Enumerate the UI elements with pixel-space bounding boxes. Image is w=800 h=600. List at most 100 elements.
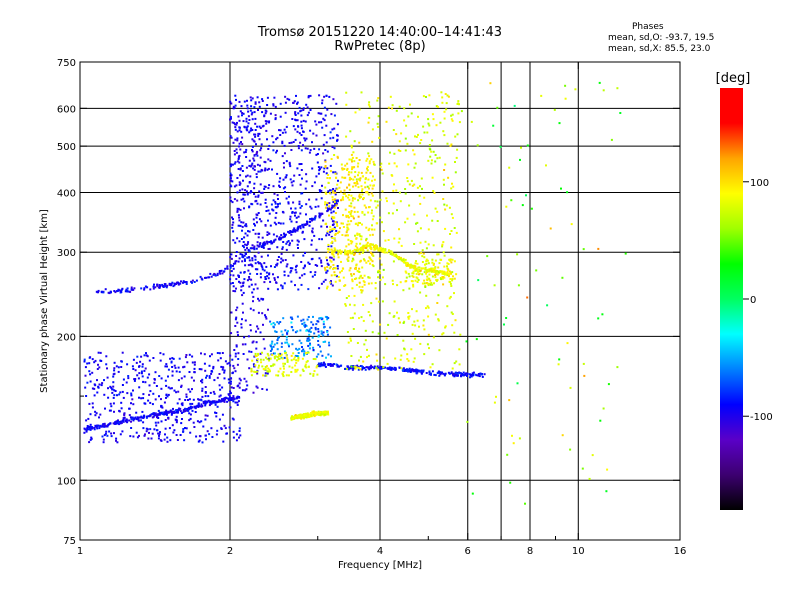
data-point [94, 359, 97, 362]
data-point [285, 338, 288, 341]
data-point [186, 408, 189, 410]
data-point [327, 317, 330, 319]
data-point [355, 157, 358, 159]
data-point [443, 373, 446, 376]
data-point [373, 365, 376, 368]
data-point [323, 119, 326, 122]
data-point [451, 313, 454, 315]
data-point [179, 434, 182, 436]
data-point [397, 317, 400, 320]
data-point [93, 428, 96, 431]
data-point [299, 110, 302, 113]
data-point [290, 207, 292, 210]
data-point [362, 197, 365, 199]
data-point [311, 410, 314, 413]
data-point [350, 210, 353, 212]
data-point [315, 153, 318, 156]
data-point [276, 194, 279, 197]
data-point [398, 366, 401, 369]
data-point [279, 352, 282, 355]
data-point [230, 380, 232, 383]
data-point [272, 273, 274, 276]
data-point [199, 275, 202, 278]
data-point [265, 317, 268, 320]
data-point [419, 185, 421, 188]
data-point [322, 170, 325, 173]
data-point [241, 143, 244, 146]
data-point [255, 341, 258, 344]
data-point [200, 405, 203, 408]
data-point [452, 374, 455, 377]
data-point [430, 150, 433, 153]
data-point [179, 407, 182, 410]
data-point [356, 270, 359, 272]
data-point [313, 218, 316, 221]
data-point [291, 184, 294, 187]
data-point [234, 241, 237, 244]
data-point [384, 366, 386, 369]
data-point [310, 239, 313, 242]
data-point [430, 267, 433, 270]
data-point [286, 341, 289, 344]
data-point [299, 225, 302, 228]
data-point [142, 380, 145, 383]
data-point [331, 217, 334, 220]
data-point [365, 237, 368, 240]
data-point [288, 345, 290, 348]
data-point [324, 191, 327, 194]
data-point [239, 253, 242, 256]
data-point [251, 162, 254, 165]
data-point [120, 360, 123, 363]
data-point [291, 230, 294, 233]
data-point [165, 409, 168, 412]
data-point [326, 150, 329, 153]
data-point [426, 269, 429, 272]
data-point [431, 275, 434, 278]
data-point [346, 258, 349, 261]
data-point [308, 328, 311, 331]
data-point [362, 198, 365, 201]
data-point [247, 335, 250, 338]
data-point [353, 253, 356, 256]
data-point [323, 266, 326, 269]
data-point [243, 207, 245, 210]
data-point [126, 289, 129, 292]
data-point [440, 278, 442, 281]
data-point [300, 163, 303, 165]
data-point [254, 232, 257, 235]
data-point [379, 366, 381, 369]
data-point [189, 405, 192, 408]
data-point [347, 228, 350, 231]
data-point [365, 261, 368, 264]
data-point [252, 309, 255, 312]
data-point [296, 315, 299, 318]
data-point [346, 331, 349, 333]
data-point [301, 223, 304, 226]
data-point [149, 414, 152, 417]
data-point [435, 124, 438, 127]
data-point [178, 407, 181, 410]
data-point [316, 153, 319, 155]
data-point [153, 428, 156, 431]
data-point [309, 109, 312, 111]
data-point [443, 203, 446, 206]
data-point [330, 274, 333, 277]
data-point [294, 284, 296, 287]
data-point [91, 371, 94, 374]
data-point [251, 359, 254, 362]
data-point [418, 325, 420, 328]
data-point [415, 272, 418, 275]
data-point [251, 149, 253, 151]
data-point [290, 326, 293, 328]
data-point [238, 280, 240, 283]
data-point [336, 199, 339, 202]
data-point [254, 200, 257, 203]
data-point [258, 232, 261, 235]
data-point [282, 211, 285, 214]
data-point [280, 234, 283, 237]
data-point [239, 271, 242, 274]
data-point [259, 352, 262, 355]
data-point [443, 117, 446, 120]
data-point [165, 413, 168, 416]
data-point [245, 117, 248, 120]
